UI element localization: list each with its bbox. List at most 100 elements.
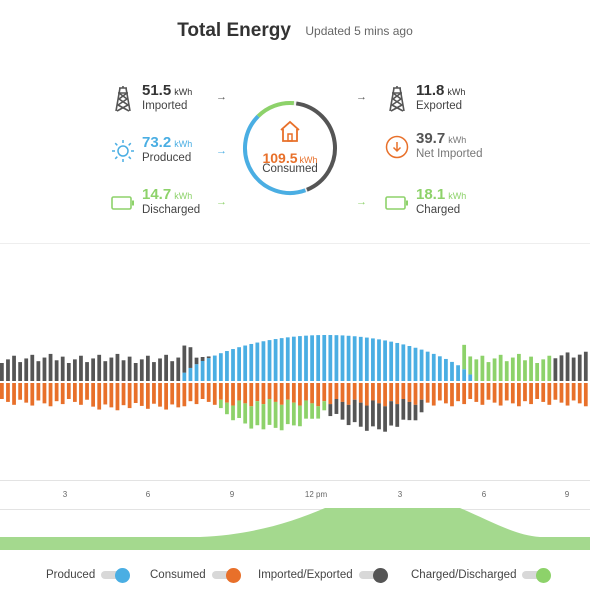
produced-stat[interactable]: 73.2 kWh Produced (110, 134, 193, 165)
consumed-bar (583, 383, 588, 407)
imported-bar (583, 351, 588, 381)
produced-bar (182, 372, 187, 381)
consumed-bar (291, 383, 296, 403)
produced-value: 73.2 (142, 134, 172, 151)
consumed-bar (358, 383, 363, 403)
net-imported-unit: kWh (448, 135, 467, 145)
consumed-bar (237, 383, 241, 401)
produced-bar (401, 344, 406, 381)
exported-stat[interactable]: 11.8 kWh Exported (384, 83, 465, 113)
consumed-bar (72, 383, 77, 402)
consumed-bar (133, 383, 138, 403)
consumed-bar (401, 383, 406, 399)
produced-bar (212, 355, 217, 381)
imported-bar (139, 359, 144, 381)
consumed-bar (431, 383, 436, 406)
net-imported-stat[interactable]: 39.7 kWh Net Imported (384, 131, 483, 161)
consumed-bar (218, 383, 223, 400)
consumed-bar (231, 383, 235, 406)
consumed-bar (109, 383, 114, 408)
charged-label: Charged (416, 204, 461, 216)
charged-stat[interactable]: 18.1 kWh Charged (384, 186, 466, 217)
imported-bar (164, 354, 168, 381)
legend-item[interactable]: Charged/Discharged (411, 568, 552, 583)
produced-bar (377, 339, 381, 381)
consumed-bar (139, 383, 144, 406)
imported-bar (577, 354, 582, 381)
produced-bar (255, 342, 260, 381)
consumed-bar (541, 383, 546, 402)
produced-unit: kWh (174, 139, 193, 149)
consumed-bar (492, 383, 497, 403)
consumed-bar (304, 383, 308, 401)
produced-bar (304, 335, 308, 381)
imported-bar (182, 345, 187, 373)
consumed-bar (480, 383, 485, 405)
legend-label: Produced (46, 569, 96, 581)
produced-bar (468, 374, 473, 381)
charged-bar (237, 400, 241, 419)
consumed-bar (371, 383, 375, 401)
legend-toggle[interactable] (101, 568, 131, 583)
down-arrow-circle-icon (384, 134, 410, 160)
consumed-bar (316, 383, 321, 407)
consumed-bar (559, 383, 564, 403)
produced-bar (249, 343, 254, 381)
imported-bar (36, 361, 41, 381)
discharged-bar (529, 356, 533, 381)
charged-bar (225, 402, 229, 415)
consumed-bar (468, 383, 473, 399)
discharged-bar (535, 363, 540, 381)
legend-item[interactable]: Produced (46, 568, 131, 583)
legend-item[interactable]: Imported/Exported (258, 568, 389, 583)
discharged-value: 14.7 (142, 186, 172, 203)
imported-bar (18, 362, 23, 381)
time-tick-label: 6 (145, 490, 151, 499)
consumed-bar (322, 383, 327, 402)
legend-toggle[interactable] (522, 568, 552, 583)
consumed-ring (243, 101, 337, 195)
imported-stat[interactable]: 51.5 kWh Imported (110, 83, 192, 113)
discharged-arrow-icon: → (216, 196, 227, 208)
overview-top-line (0, 509, 590, 510)
page-title: Total Energy (177, 20, 291, 41)
produced-bar (279, 338, 284, 381)
discharged-stat[interactable]: 14.7 kWh Discharged (110, 186, 200, 217)
exported-bar (352, 399, 357, 423)
energy-bar-chart[interactable] (0, 245, 590, 480)
imported-bar (121, 360, 126, 381)
consumed-bar (6, 383, 10, 402)
exported-bar (364, 405, 369, 431)
legend-label: Consumed (150, 569, 206, 581)
produced-bar (237, 347, 241, 381)
header: Total Energy Updated 5 mins ago (0, 20, 590, 42)
charged-bar (285, 399, 290, 425)
discharged-bar (523, 360, 527, 381)
consumed-bar (425, 383, 430, 403)
exported-bar (383, 406, 387, 432)
legend-toggle[interactable] (358, 568, 389, 583)
discharged-bar (480, 355, 485, 381)
produced-arrow-icon: → (216, 145, 227, 157)
consumed-bar (42, 383, 47, 404)
produced-bar (389, 341, 394, 381)
house-icon (280, 120, 300, 142)
legend-toggle[interactable] (211, 568, 242, 583)
consumed-bar (486, 383, 491, 400)
discharged-bar (517, 353, 521, 381)
time-tick-label: 9 (229, 490, 235, 499)
consumed-bar (285, 383, 290, 400)
consumed-bar (279, 383, 284, 405)
net-imported-label: Net Imported (416, 148, 483, 160)
legend-item[interactable]: Consumed (150, 568, 242, 583)
consumed-bar (0, 383, 4, 399)
produced-bar (334, 335, 339, 381)
produced-arc (243, 114, 307, 195)
overview-range-chart[interactable] (0, 505, 590, 550)
charged-bar (255, 401, 260, 426)
consumed-bar (66, 383, 71, 399)
charged-value: 18.1 (416, 186, 446, 203)
consumed-bar (529, 383, 533, 405)
produced-bar (352, 336, 357, 381)
exported-label: Exported (416, 100, 463, 112)
